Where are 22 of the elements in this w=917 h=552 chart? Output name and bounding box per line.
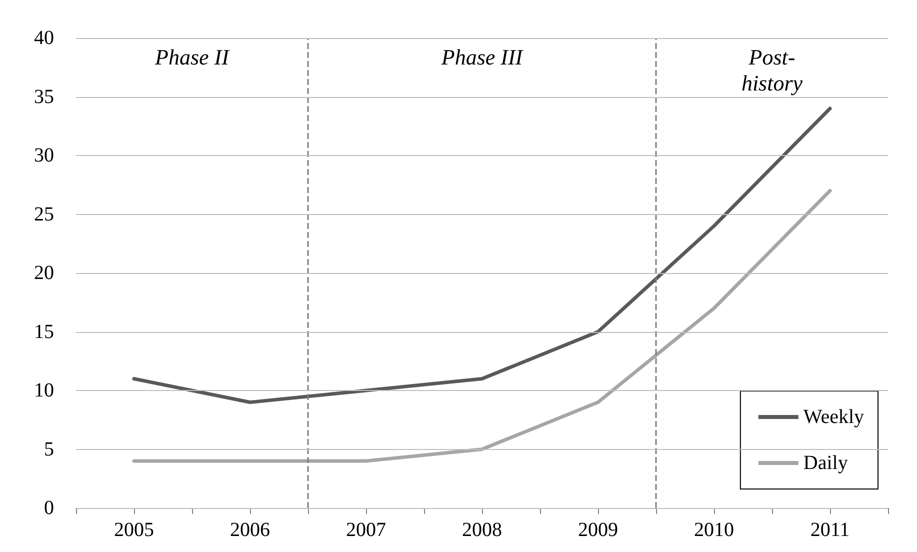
x-tick-label: 2008 — [462, 519, 502, 541]
x-tick-label: 2007 — [346, 519, 386, 541]
x-tick-label: 2006 — [230, 519, 270, 541]
y-tick-label: 5 — [44, 438, 54, 460]
y-tick-label: 0 — [44, 497, 54, 519]
y-tick-label: 20 — [34, 262, 54, 284]
x-tick-label: 2011 — [810, 519, 850, 541]
y-tick-label: 25 — [34, 203, 54, 226]
legend-label: Weekly — [803, 406, 864, 428]
x-tick-label: 2009 — [578, 519, 618, 541]
y-tick-label: 10 — [34, 380, 54, 402]
y-tick-label: 15 — [34, 320, 54, 343]
y-tick-label: 35 — [34, 86, 54, 108]
x-tick-label: 2005 — [114, 519, 154, 541]
line-series — [132, 106, 832, 404]
legend-label: Daily — [803, 452, 848, 474]
annotation: Post- history — [741, 44, 803, 96]
y-tick-label: 40 — [34, 27, 54, 49]
annotation: Phase II — [154, 44, 231, 70]
y-tick-label: 30 — [34, 144, 54, 166]
annotation: Phase III — [440, 44, 524, 70]
x-tick-label: 2010 — [694, 519, 734, 541]
